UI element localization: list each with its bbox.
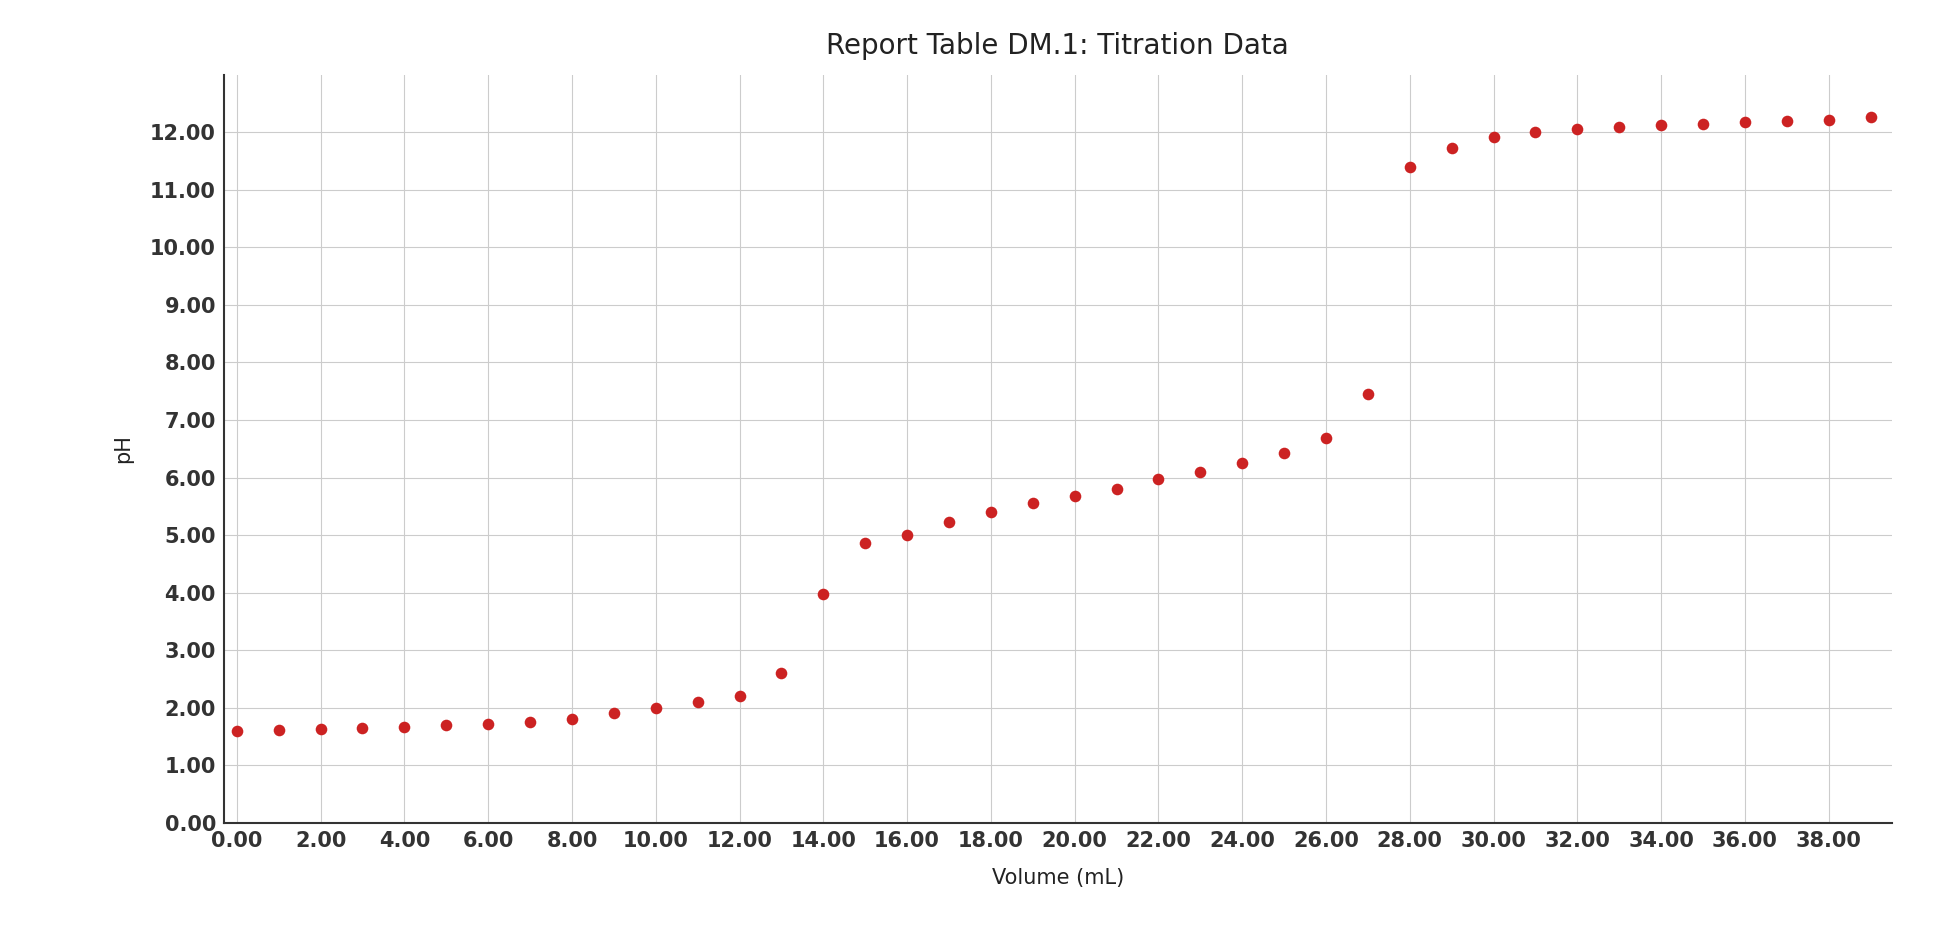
Point: [1814, 112, 1845, 127]
Point: [431, 717, 462, 732]
Point: [682, 695, 714, 710]
Point: [766, 666, 798, 681]
Point: [1562, 122, 1593, 137]
Point: [1519, 125, 1550, 140]
Point: [723, 689, 755, 704]
Point: [1854, 109, 1886, 124]
Point: [599, 706, 630, 721]
Title: Report Table DM.1: Titration Data: Report Table DM.1: Titration Data: [827, 32, 1289, 60]
Point: [1018, 496, 1049, 511]
Y-axis label: pH: pH: [113, 435, 133, 463]
Point: [1603, 119, 1634, 134]
Point: [1186, 465, 1217, 480]
Point: [640, 700, 671, 715]
Point: [1730, 114, 1761, 129]
Point: [891, 527, 922, 542]
Point: [1351, 387, 1383, 402]
Point: [1394, 159, 1425, 174]
Point: [1102, 482, 1133, 496]
Point: [1143, 471, 1174, 486]
Point: [556, 712, 587, 726]
Point: [388, 719, 419, 734]
Point: [1310, 431, 1342, 446]
Point: [1687, 116, 1718, 131]
X-axis label: Volume (mL): Volume (mL): [993, 868, 1123, 888]
Point: [1478, 129, 1509, 144]
Point: [304, 722, 335, 737]
Point: [850, 535, 881, 550]
Point: [1435, 141, 1466, 156]
Point: [1771, 113, 1802, 128]
Point: [807, 586, 838, 601]
Point: [1227, 455, 1258, 470]
Point: [1059, 488, 1090, 503]
Point: [934, 515, 965, 530]
Point: [1269, 445, 1301, 460]
Point: [347, 720, 378, 735]
Point: [220, 724, 252, 739]
Point: [472, 716, 503, 731]
Point: [263, 722, 294, 737]
Point: [515, 714, 546, 729]
Point: [1646, 118, 1677, 133]
Point: [975, 505, 1006, 520]
